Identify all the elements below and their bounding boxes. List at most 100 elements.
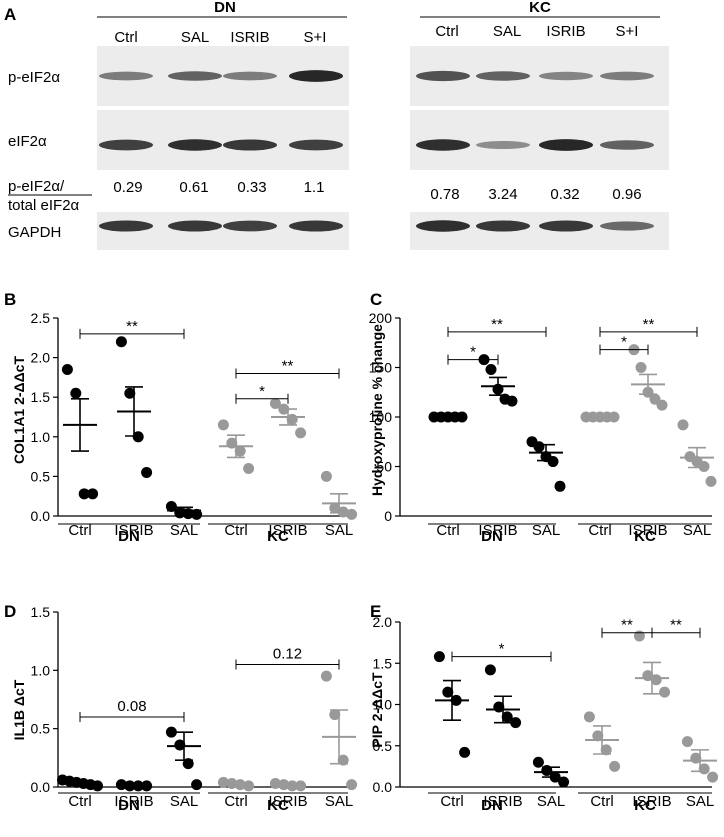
x-tick-label: SAL: [686, 793, 714, 810]
x-tick-label: ISRIB: [114, 793, 153, 810]
data-point: [705, 475, 717, 487]
blot-label-eif2a: eIF2α: [8, 133, 47, 150]
band-gapdh-lane-5: [416, 220, 470, 232]
ratio-label-top: p-eIF2α/: [8, 178, 65, 195]
data-point: [554, 480, 566, 492]
ratio-kc-ctrl: 0.78: [430, 186, 459, 203]
y-tick-label: 2.5: [31, 310, 51, 326]
significance-label: *: [621, 334, 627, 351]
band-gapdh-lane-2: [168, 220, 222, 232]
band-p-eif2a-lane-2: [168, 71, 222, 81]
data-point: [484, 664, 496, 676]
blot-bands: [99, 70, 654, 232]
data-point: [234, 445, 246, 457]
ratio-dn-si: 1.1: [304, 179, 325, 196]
lane-label-kc-isrib: ISRIB: [546, 23, 585, 40]
significance-label: **: [126, 318, 138, 335]
data-point: [191, 779, 203, 791]
data-point: [442, 686, 454, 698]
significance-label: *: [470, 344, 476, 361]
y-tick-label: 1.5: [31, 604, 51, 620]
significance-label: **: [643, 316, 655, 333]
y-tick-label: 0.5: [31, 721, 51, 737]
y-axis-label: IL1B ΔcT: [11, 679, 27, 740]
x-tick-label: SAL: [170, 793, 198, 810]
data-point: [329, 709, 341, 721]
data-point: [677, 419, 689, 431]
ratio-kc-isrib: 0.32: [550, 186, 579, 203]
band-p-eif2a-lane-3: [223, 71, 277, 81]
y-axis-label: PIP 2-ΔΔcT: [369, 672, 385, 748]
data-point: [269, 778, 281, 789]
ratio-kc-si: 0.96: [612, 186, 641, 203]
band-eif2a-lane-6: [476, 140, 530, 150]
x-tick-label: Ctrl: [68, 522, 91, 539]
data-point: [217, 419, 229, 431]
y-tick-label: 1.0: [31, 429, 51, 445]
data-point: [433, 651, 445, 663]
band-p-eif2a-lane-7: [539, 71, 593, 81]
data-point: [191, 508, 203, 520]
x-tick-label: SAL: [537, 793, 565, 810]
lane-label-kc-ctrl: Ctrl: [435, 23, 458, 40]
lane-label-kc-si: S+I: [616, 23, 639, 40]
significance-label: **: [282, 357, 294, 374]
x-tick-label: SAL: [683, 522, 711, 539]
x-tick-label: SAL: [325, 793, 353, 810]
data-point: [659, 686, 671, 698]
significance-label: **: [670, 617, 682, 634]
band-gapdh-lane-8: [600, 221, 654, 231]
group-label-dn: DN: [118, 528, 140, 545]
data-point: [609, 760, 621, 772]
band-gapdh-lane-6: [476, 220, 530, 232]
panel-letter-e: E: [370, 602, 381, 621]
data-point: [532, 756, 544, 768]
blot-label-gapdh: GAPDH: [8, 224, 61, 241]
group-label-dn: DN: [481, 797, 503, 814]
charts: B COL1A1 2-ΔΔcT 0.0 0.5 1.0 1.5 2.0 2.5 Ctrl ISRI…: [4, 290, 719, 814]
x-tick-label: ISRIB: [114, 522, 153, 539]
x-tick-label: ISRIB: [268, 522, 307, 539]
group-label-dn: DN: [481, 528, 503, 545]
data-point: [115, 779, 127, 791]
x-tick-label: ISRIB: [628, 522, 667, 539]
lane-label-kc-sal: SAL: [493, 23, 521, 40]
x-tick-label: ISRIB: [478, 522, 517, 539]
kc-group-label: KC: [529, 0, 551, 16]
data-point: [506, 395, 518, 407]
band-p-eif2a-lane-5: [416, 70, 470, 82]
x-tick-label: Ctrl: [224, 522, 247, 539]
x-tick-label: Ctrl: [68, 793, 91, 810]
band-gapdh-lane-1: [99, 220, 153, 232]
lane-label-dn-isrib: ISRIB: [230, 29, 269, 46]
data-point: [115, 336, 127, 348]
data-point: [533, 441, 545, 453]
data-point: [547, 456, 559, 468]
band-gapdh-lane-7: [539, 220, 593, 232]
data-point: [320, 670, 332, 682]
data-point: [329, 502, 341, 514]
panel-letter-d: D: [4, 602, 16, 621]
data-point: [600, 744, 612, 756]
data-point: [707, 771, 719, 783]
data-point: [346, 779, 358, 791]
data-point: [510, 717, 522, 729]
significance-label: **: [621, 617, 633, 634]
significance-label: *: [499, 641, 505, 658]
lane-label-dn-ctrl: Ctrl: [114, 29, 137, 46]
x-tick-label: ISRIB: [632, 793, 671, 810]
data-point: [320, 470, 332, 482]
data-point: [141, 466, 153, 478]
data-point: [558, 776, 570, 788]
band-eif2a-lane-5: [416, 139, 470, 151]
data-point: [174, 739, 186, 751]
x-tick-label: SAL: [170, 522, 198, 539]
lane-label-dn-sal: SAL: [181, 29, 209, 46]
band-eif2a-lane-8: [600, 140, 654, 150]
x-tick-label: SAL: [325, 522, 353, 539]
y-axis-label: Hydroxyproline % change: [369, 324, 385, 496]
data-point: [583, 711, 595, 723]
ratio-dn-sal: 0.61: [179, 179, 208, 196]
x-tick-label: Ctrl: [436, 522, 459, 539]
